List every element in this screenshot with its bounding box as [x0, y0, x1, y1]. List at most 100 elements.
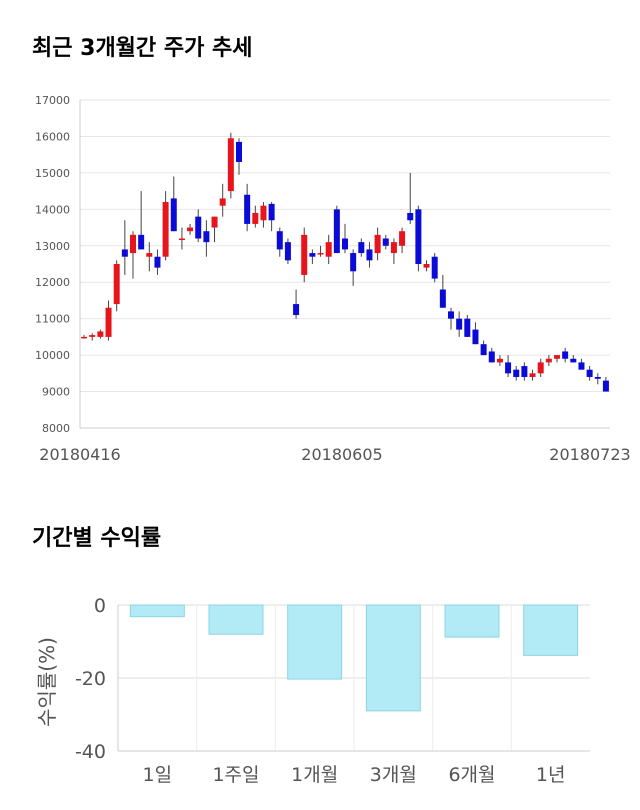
candle-body — [342, 238, 348, 250]
candle-body — [521, 366, 528, 377]
returns-y-tick: 0 — [94, 595, 106, 617]
candle — [456, 311, 463, 337]
candle — [521, 362, 528, 381]
candle-body — [260, 205, 267, 221]
returns-x-tick: 1년 — [536, 764, 566, 786]
price-x-tick: 20180416 — [39, 445, 120, 464]
candle — [211, 216, 218, 243]
candle — [529, 369, 536, 381]
candle-body — [350, 253, 357, 272]
candle-body — [399, 231, 406, 246]
candle — [570, 355, 577, 363]
candle — [602, 376, 609, 392]
candle — [505, 355, 512, 377]
returns-bar — [365, 604, 421, 712]
returns-x-tick: 1일 — [143, 764, 173, 786]
candle — [170, 176, 177, 232]
candle-body — [170, 198, 177, 232]
candle — [415, 205, 422, 272]
candle — [431, 253, 438, 283]
price-y-tick: 14000 — [35, 203, 70, 216]
candle — [594, 373, 601, 385]
candle-body — [162, 202, 169, 257]
candle — [162, 191, 169, 261]
candle — [89, 333, 96, 341]
candle — [268, 202, 275, 232]
candle — [586, 366, 593, 381]
candle — [203, 220, 210, 257]
candle-body — [211, 216, 218, 228]
candle-body — [333, 209, 340, 254]
candle-body — [268, 203, 275, 221]
candle — [448, 307, 454, 330]
candle-body — [138, 234, 145, 250]
returns-bar-chart: 0 -20 -40 1일 1주일 1개월 3개월 6개월 1년 수익률(%) — [35, 595, 590, 786]
candle-body — [366, 249, 373, 261]
candle-body — [545, 358, 552, 363]
candle — [97, 329, 104, 339]
candle-body — [227, 138, 234, 192]
candle-body — [301, 234, 308, 275]
candle-body — [203, 231, 210, 243]
candle — [260, 202, 267, 228]
returns-bar — [287, 604, 343, 680]
candle-body — [195, 216, 202, 239]
candle — [276, 227, 283, 257]
candle — [399, 227, 406, 254]
candle — [178, 227, 185, 250]
candle — [187, 223, 194, 235]
candle — [358, 238, 365, 257]
candle-body — [472, 329, 479, 345]
price-y-tick: 17000 — [35, 94, 70, 107]
candle — [325, 234, 332, 264]
candle — [439, 274, 446, 308]
candle-body — [537, 362, 544, 374]
candle-body — [236, 141, 242, 162]
candle — [81, 335, 88, 339]
candle — [293, 289, 300, 319]
candle-body — [390, 242, 397, 254]
candle-body — [121, 249, 128, 257]
candle-body — [594, 376, 601, 379]
candle-body — [219, 198, 226, 206]
candle — [382, 234, 389, 250]
candle — [301, 227, 308, 283]
returns-title: 기간별 수익률 — [32, 526, 162, 551]
candle-body — [407, 212, 414, 221]
candle — [562, 347, 569, 363]
candle-body — [431, 256, 438, 279]
price-y-tick: 15000 — [35, 167, 70, 180]
candle — [227, 132, 234, 199]
candle-body — [382, 238, 389, 246]
candle-body — [97, 331, 104, 337]
candle-body — [456, 318, 463, 330]
candle — [545, 355, 552, 367]
candle — [113, 260, 120, 312]
candle-body — [570, 358, 577, 363]
candle — [244, 183, 251, 232]
price-trend-title: 최근 3개월간 주가 추세 — [32, 36, 253, 61]
candle — [219, 183, 226, 217]
candle — [105, 300, 112, 341]
price-y-tick: 16000 — [35, 130, 70, 143]
returns-bar — [523, 604, 579, 656]
candle — [252, 205, 259, 228]
candle-body — [276, 231, 283, 250]
candle-body — [529, 373, 536, 377]
candle-body — [423, 264, 430, 268]
candle — [390, 238, 397, 264]
price-candlestick-chart: 8000 9000 10000 11000 12000 13000 14000 15000 16… — [35, 94, 631, 464]
candle — [333, 205, 340, 254]
candle — [578, 358, 585, 370]
price-y-tick: 13000 — [35, 240, 70, 253]
candle-body — [586, 369, 593, 377]
candle — [488, 347, 495, 363]
price-y-tick: 10000 — [35, 349, 70, 362]
candle-body — [358, 242, 365, 254]
candle-body — [415, 209, 422, 264]
candle-body — [374, 234, 381, 254]
candle-body — [448, 311, 454, 319]
candle-body — [154, 256, 161, 268]
returns-y-axis-label: 수익률(%) — [35, 637, 59, 727]
candle — [309, 249, 316, 264]
